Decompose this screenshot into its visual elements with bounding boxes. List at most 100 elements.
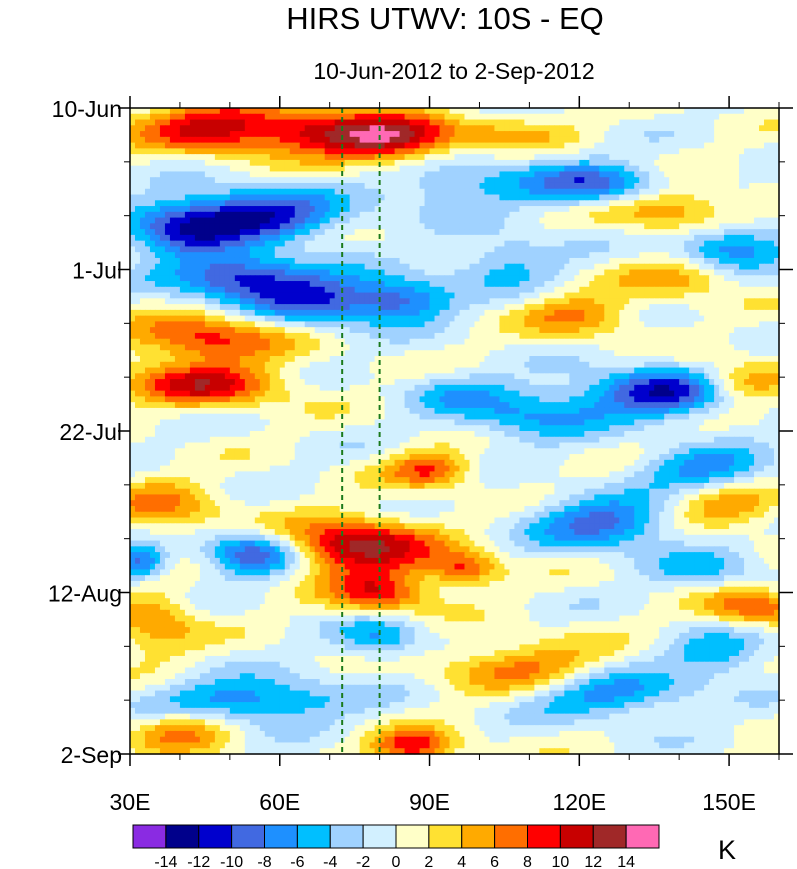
heatmap-cell — [654, 298, 660, 304]
heatmap-cell — [534, 235, 540, 241]
heatmap-cell — [469, 218, 475, 224]
heatmap-cell — [175, 160, 181, 166]
heatmap-cell — [699, 189, 705, 195]
heatmap-cell — [519, 298, 525, 304]
heatmap-cell — [659, 171, 665, 177]
heatmap-cell — [325, 310, 331, 316]
heatmap-cell — [430, 246, 436, 252]
heatmap-cell — [420, 218, 426, 224]
heatmap-cell — [365, 160, 371, 166]
heatmap-cell — [160, 166, 166, 172]
heatmap-cell — [504, 166, 510, 172]
heatmap-cell — [764, 218, 770, 224]
heatmap-cell — [235, 177, 241, 183]
heatmap-cell — [305, 160, 311, 166]
heatmap-cell — [255, 252, 261, 258]
heatmap-cell — [549, 258, 555, 264]
heatmap-cell — [459, 143, 465, 149]
heatmap-cell — [764, 258, 770, 264]
heatmap-cell — [729, 177, 735, 183]
heatmap-cell — [335, 212, 341, 218]
heatmap-cell — [255, 264, 261, 270]
heatmap-cell — [400, 258, 406, 264]
heatmap-cell — [474, 143, 480, 149]
heatmap-cell — [504, 258, 510, 264]
heatmap-cell — [135, 206, 141, 212]
heatmap-cell — [594, 270, 600, 276]
heatmap-cell — [694, 206, 700, 212]
heatmap-cell — [420, 229, 426, 235]
heatmap-cell — [589, 304, 595, 310]
heatmap-cell — [290, 212, 296, 218]
heatmap-cell — [230, 316, 236, 322]
heatmap-cell — [405, 321, 411, 327]
heatmap-cell — [445, 258, 451, 264]
heatmap-cell — [529, 235, 535, 241]
heatmap-cell — [220, 321, 226, 327]
heatmap-cell — [689, 131, 695, 137]
heatmap-cell — [554, 304, 560, 310]
heatmap-cell — [484, 160, 490, 166]
heatmap-cell — [415, 235, 421, 241]
heatmap-cell — [275, 212, 281, 218]
heatmap-cell — [270, 270, 276, 276]
heatmap-cell — [195, 114, 201, 120]
heatmap-cell — [185, 264, 191, 270]
heatmap-cell — [230, 241, 236, 247]
heatmap-cell — [385, 212, 391, 218]
heatmap-cell — [464, 177, 470, 183]
heatmap-cell — [659, 264, 665, 270]
heatmap-cell — [554, 125, 560, 131]
heatmap-cell — [644, 304, 650, 310]
heatmap-cell — [729, 275, 735, 281]
heatmap-cell — [699, 293, 705, 299]
heatmap-cell — [664, 195, 670, 201]
heatmap-cell — [410, 131, 416, 137]
heatmap-cell — [734, 166, 740, 172]
heatmap-cell — [140, 264, 146, 270]
heatmap-cell — [714, 143, 720, 149]
heatmap-cell — [370, 316, 376, 322]
heatmap-cell — [255, 229, 261, 235]
heatmap-cell — [594, 275, 600, 281]
heatmap-cell — [155, 310, 161, 316]
heatmap-cell — [484, 258, 490, 264]
heatmap-cell — [714, 293, 720, 299]
heatmap-cell — [559, 114, 565, 120]
heatmap-cell — [744, 154, 750, 160]
heatmap-cell — [519, 108, 525, 114]
heatmap-cell — [295, 321, 301, 327]
heatmap-cell — [644, 183, 650, 189]
heatmap-cell — [569, 258, 575, 264]
heatmap-cell — [539, 316, 545, 322]
heatmap-cell — [420, 108, 426, 114]
heatmap-cell — [494, 143, 500, 149]
heatmap-cell — [729, 195, 735, 201]
heatmap-cell — [155, 218, 161, 224]
heatmap-cell — [305, 293, 311, 299]
heatmap-cell — [529, 200, 535, 206]
heatmap-cell — [260, 258, 266, 264]
heatmap-cell — [415, 264, 421, 270]
heatmap-cell — [629, 206, 635, 212]
heatmap-cell — [594, 114, 600, 120]
heatmap-cell — [469, 171, 475, 177]
heatmap-cell — [130, 298, 136, 304]
heatmap-cell — [634, 321, 640, 327]
heatmap-cell — [175, 298, 181, 304]
heatmap-cell — [355, 316, 361, 322]
heatmap-cell — [325, 166, 331, 172]
heatmap-cell — [355, 229, 361, 235]
heatmap-cell — [135, 229, 141, 235]
heatmap-cell — [484, 293, 490, 299]
heatmap-cell — [694, 235, 700, 241]
heatmap-cell — [664, 252, 670, 258]
heatmap-cell — [714, 125, 720, 131]
heatmap-cell — [514, 143, 520, 149]
heatmap-cell — [609, 252, 615, 258]
heatmap-cell — [769, 200, 775, 206]
heatmap-cell — [185, 160, 191, 166]
heatmap-cell — [350, 223, 356, 229]
heatmap-cell — [709, 131, 715, 137]
heatmap-cell — [255, 200, 261, 206]
